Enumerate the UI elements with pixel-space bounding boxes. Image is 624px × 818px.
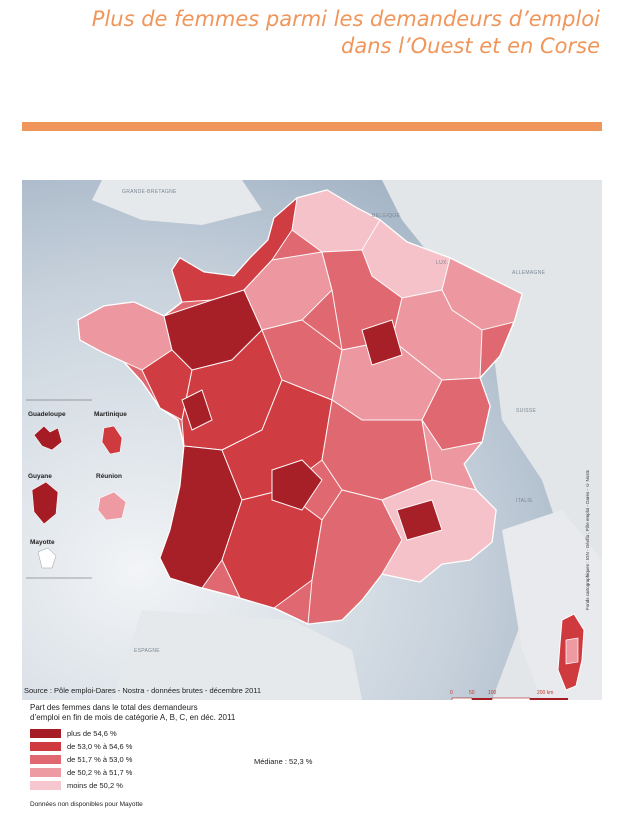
legend-label: moins de 50,2 % [67,781,123,790]
legend-title-line-2: d’emploi en fin de mois de catégorie A, … [30,713,236,722]
france-map: Guadeloupe Martinique Guyane Réunion May… [22,180,602,700]
scale-bar: 0 50 100 200 km [450,690,568,700]
guyane-label: Guyane [28,473,52,480]
scale-label-0: 0 [450,690,453,696]
title-rule [22,122,602,131]
legend-swatch [30,781,61,790]
neighbor-land-spain [112,610,362,700]
germany-label: ALLEMAGNE [512,270,546,276]
guyane-shape [31,481,59,525]
legend-row: de 50,2 % à 51,7 % [30,766,132,779]
legend-label: plus de 54,6 % [67,729,117,738]
legend-row: moins de 50,2 % [30,779,132,792]
martinique-label: Martinique [94,411,127,418]
scale-label-100: 100 [488,690,497,696]
scale-label-50: 50 [469,690,475,696]
uk-label: GRANDE-BRETAGNE [122,189,177,195]
legend-row: plus de 54,6 % [30,727,132,740]
legend-swatch [30,768,61,777]
legend-label: de 51,7 % à 53,0 % [67,755,133,764]
mayotte-note: Données non disponibles pour Mayotte [30,801,143,808]
legend: plus de 54,6 % de 53,0 % à 54,6 % de 51,… [30,727,132,792]
belgium-label: BELGIQUE [372,213,400,219]
legend-swatch [30,755,61,764]
scale-label-200: 200 km [537,690,553,696]
legend-row: de 51,7 % à 53,0 % [30,753,132,766]
neighbor-land-uk [92,180,262,225]
map-credit: Fonds cartographiques : IGN - Géofla ; P… [585,470,590,610]
legend-title: Part des femmes dans le total des demand… [30,703,235,723]
mayotte-shape [37,547,57,569]
reunion-shape [97,491,127,521]
legend-row: de 53,0 % à 54,6 % [30,740,132,753]
guadeloupe-label: Guadeloupe [28,411,66,418]
italy-label: ITALIE [516,498,533,504]
martinique-shape [101,425,123,455]
guadeloupe-shape [33,425,63,451]
overseas-inset [26,399,127,579]
switzerland-label: SUISSE [516,408,537,414]
mayotte-label: Mayotte [30,539,55,546]
median-value: Médiane : 52,3 % [254,757,313,766]
spain-label: ESPAGNE [134,648,160,654]
legend-label: de 53,0 % à 54,6 % [67,742,133,751]
legend-swatch [30,742,61,751]
legend-title-line-1: Part des femmes dans le total des demand… [30,703,198,712]
reunion-label: Réunion [96,473,122,480]
source-note: Source : Pôle emploi-Dares - Nostra - do… [24,686,262,695]
map-svg: Guadeloupe Martinique Guyane Réunion May… [22,180,602,700]
legend-swatch [30,729,61,738]
legend-label: de 50,2 % à 51,7 % [67,768,133,777]
region-patches [77,189,523,625]
title-line-1: Plus de femmes parmi les demandeurs d’em… [91,7,600,31]
luxembourg-label: LUX. [436,260,448,266]
title-line-2: dans l’Ouest et en Corse [341,34,600,58]
corsica-south [565,637,579,665]
page-title: Plus de femmes parmi les demandeurs d’em… [92,6,600,60]
